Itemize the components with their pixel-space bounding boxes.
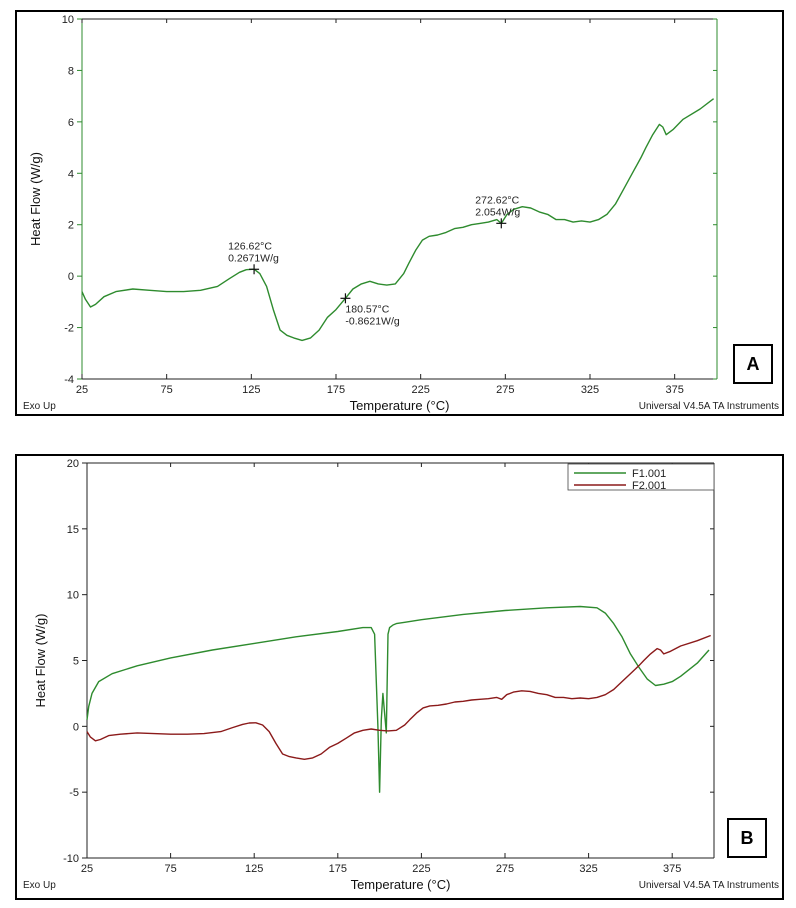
y-tick-label: -4 — [64, 374, 74, 386]
y-tick-label: 2 — [68, 220, 74, 232]
x-tick-label: 175 — [329, 863, 347, 875]
y-tick-label: -5 — [69, 787, 79, 799]
x-axis-title: Temperature (°C) — [351, 877, 451, 892]
footer-right-label: Universal V4.5A TA Instruments — [639, 880, 779, 891]
chart-a-svg: -4 -2 0 2 4 6 8 10 25 75 125 175 225 275 325 375 Heat Fl… — [23, 14, 779, 413]
y-axis-title: Heat Flow (W/g) — [33, 614, 48, 708]
chart-panel-b: -10 -5 0 5 10 15 20 25 75 125 175 225 275 325 375 Heat … — [15, 454, 784, 900]
annotation-temperature: 180.57°C — [345, 303, 389, 315]
y-tick-label: 15 — [67, 524, 79, 536]
footer-right-label: Universal V4.5A TA Instruments — [639, 401, 779, 412]
x-tick-label: 225 — [411, 384, 429, 396]
y-tick-label: -2 — [64, 323, 74, 335]
y-tick-label: 0 — [73, 721, 79, 733]
y-tick-label: 8 — [68, 65, 74, 77]
annotation-temperature: 126.62°C — [228, 240, 272, 252]
x-axis-title: Temperature (°C) — [350, 398, 450, 413]
x-tick-label: 75 — [164, 863, 176, 875]
y-tick-label: 0 — [68, 271, 74, 283]
x-tick-label: 375 — [665, 384, 683, 396]
y-tick-label: 4 — [68, 168, 74, 180]
annotation-value: 0.2671W/g — [228, 252, 279, 264]
legend-label: F2.001 — [632, 480, 666, 492]
x-tick-label: 325 — [579, 863, 597, 875]
x-tick-label: 375 — [663, 863, 681, 875]
panel-label-a: A — [733, 344, 773, 384]
y-tick-label: -10 — [63, 853, 79, 865]
x-tick-label: 275 — [496, 863, 514, 875]
series-line — [81, 98, 715, 342]
y-tick-label: 5 — [73, 656, 79, 668]
panel-label-b: B — [727, 818, 767, 858]
chart-panel-a: -4 -2 0 2 4 6 8 10 25 75 125 175 225 275 325 375 Heat Fl… — [15, 10, 784, 416]
x-tick-label: 125 — [242, 384, 260, 396]
x-tick-label: 25 — [76, 384, 88, 396]
x-tick-label: 75 — [161, 384, 173, 396]
y-tick-label: 20 — [67, 458, 79, 470]
y-tick-label: 10 — [67, 590, 79, 602]
x-tick-label: 175 — [327, 384, 345, 396]
footer-left-label: Exo Up — [23, 401, 56, 412]
legend-label: F1.001 — [632, 468, 666, 480]
annotation-value: -0.8621W/g — [345, 315, 399, 327]
x-tick-label: 275 — [496, 384, 514, 396]
x-tick-label: 325 — [581, 384, 599, 396]
series-line-f2-001 — [86, 634, 711, 760]
y-tick-label: 10 — [62, 14, 74, 26]
x-tick-label: 125 — [245, 863, 263, 875]
footer-left-label: Exo Up — [23, 880, 56, 891]
annotation-temperature: 272.62°C — [475, 194, 519, 206]
x-tick-label: 25 — [81, 863, 93, 875]
annotation-value: 2.054W/g — [475, 206, 520, 218]
series-line-f1-001 — [86, 605, 710, 793]
x-tick-label: 225 — [412, 863, 430, 875]
y-axis-title: Heat Flow (W/g) — [28, 152, 43, 246]
y-tick-label: 6 — [68, 117, 74, 129]
chart-b-svg: -10 -5 0 5 10 15 20 25 75 125 175 225 275 325 375 Heat … — [23, 458, 779, 892]
